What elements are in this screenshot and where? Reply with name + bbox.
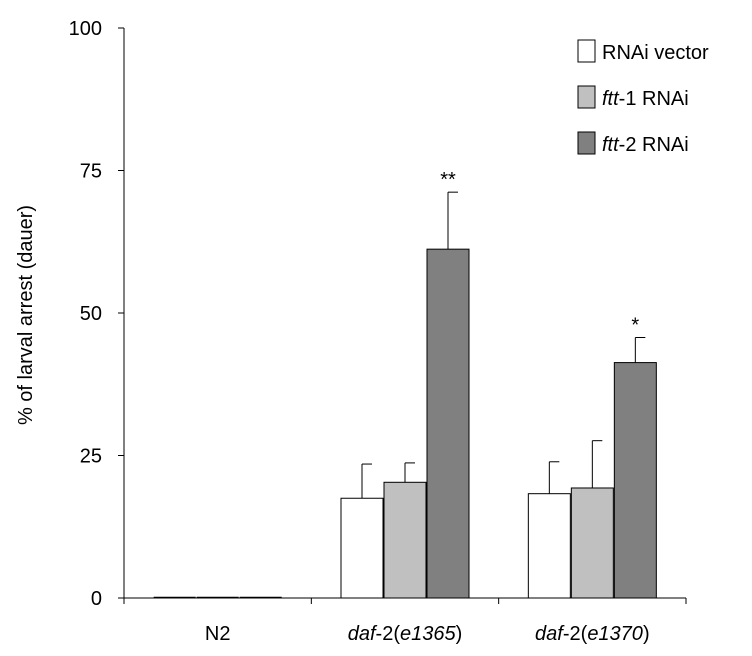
- bar: [527, 493, 571, 599]
- legend-label: ftt-2 RNAi: [602, 134, 689, 156]
- y-tick-label: 50: [80, 303, 102, 325]
- legend-swatch: [577, 39, 596, 63]
- x-tick-label-part: daf: [348, 623, 378, 645]
- bar: [613, 362, 657, 599]
- bar: [426, 248, 470, 599]
- x-tick-label: daf-2(e1365): [348, 623, 463, 645]
- x-tick-label-part: ): [643, 623, 650, 645]
- bar: [570, 487, 614, 599]
- significance-markers: ***: [440, 169, 639, 336]
- bars: [153, 248, 657, 599]
- x-tick-label-part: e1365: [400, 623, 456, 645]
- x-axis: [123, 597, 687, 604]
- x-tick-label: daf-2(e1370): [535, 623, 650, 645]
- legend-label: ftt-1 RNAi: [602, 88, 689, 110]
- y-tick-label: 0: [91, 588, 102, 610]
- significance-marker: *: [631, 315, 639, 337]
- x-tick-label-part: N2: [205, 623, 231, 645]
- legend-label-part: ftt: [602, 88, 620, 110]
- legend-swatch: [577, 131, 596, 155]
- y-axis: 0 25 50 75 100: [69, 18, 125, 610]
- y-tick-label: 25: [80, 446, 102, 468]
- legend-label-part: -2 RNAi: [619, 134, 689, 156]
- legend-label-part: RNAi vector: [602, 42, 709, 64]
- y-tick-label: 75: [80, 161, 102, 183]
- error-bars: [361, 191, 646, 499]
- legend-label-part: ftt: [602, 134, 620, 156]
- y-axis-title: % of larval arrest (dauer): [15, 205, 37, 425]
- legend-label: RNAi vector: [602, 42, 709, 64]
- y-tick-label: 100: [69, 18, 102, 40]
- bar: [383, 481, 427, 599]
- x-tick-label-part: -2(: [376, 623, 401, 645]
- significance-marker: **: [440, 169, 456, 191]
- x-tick-label-part: daf: [535, 623, 565, 645]
- x-tick-label-part: e1370: [587, 623, 643, 645]
- x-tick-labels: N2 daf-2(e1365) daf-2(e1370): [205, 623, 650, 645]
- x-tick-label-part: ): [456, 623, 463, 645]
- x-tick-label: N2: [205, 623, 231, 645]
- x-tick-label-part: -2(: [563, 623, 588, 645]
- legend-swatch: [577, 85, 596, 109]
- bar: [340, 497, 384, 599]
- legend-label-part: -1 RNAi: [619, 88, 689, 110]
